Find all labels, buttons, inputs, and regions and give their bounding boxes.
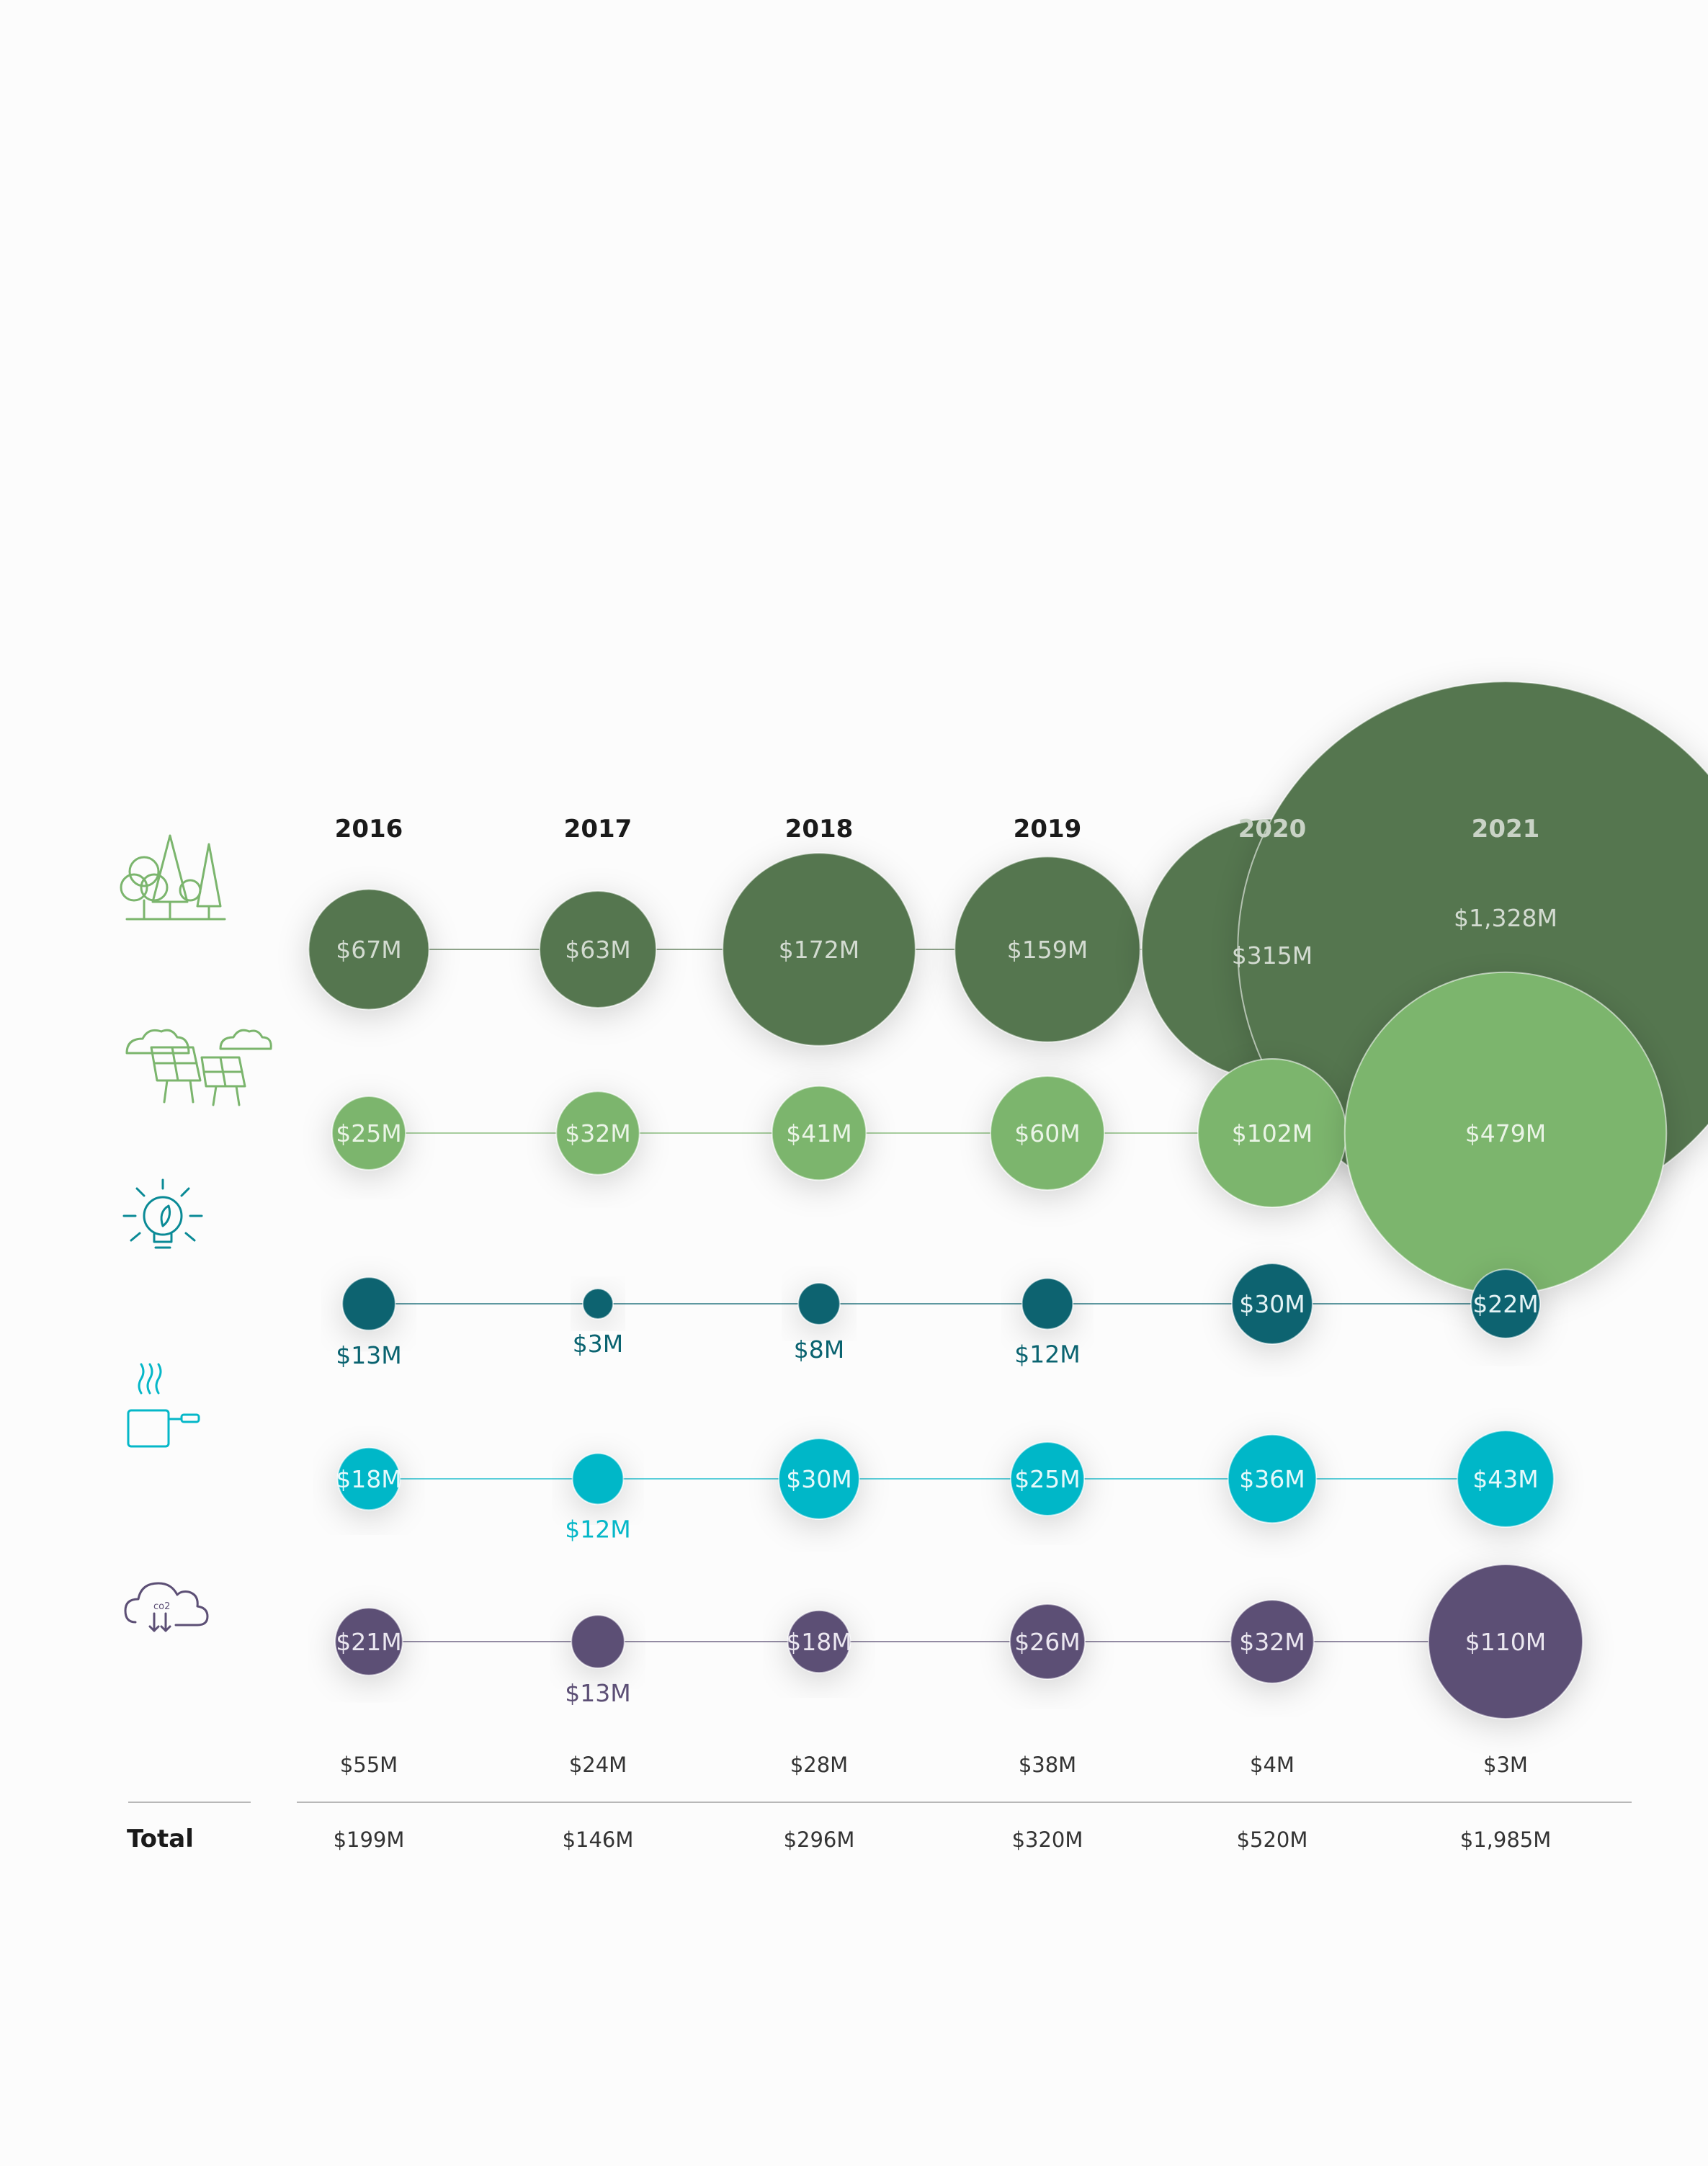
year-label: 2016 [335, 815, 403, 843]
bubble-mark [1021, 1277, 1074, 1330]
bubble-mark [787, 1609, 851, 1674]
bubble-value-label: $67M [336, 936, 401, 964]
totals-label: Total [127, 1825, 194, 1853]
bubble-value-label: $315M [1232, 941, 1313, 970]
bubble-value-label: $8M [794, 1335, 844, 1364]
year-label: 2020 [1238, 815, 1307, 843]
bubble-mark [797, 1282, 841, 1325]
svg-text:co2: co2 [153, 1601, 170, 1612]
total-value-label: $199M [334, 1827, 405, 1852]
bubble-mark [582, 1288, 614, 1320]
solar-panels-icon [125, 1029, 272, 1106]
bubble-mark [1230, 1599, 1315, 1684]
bubble-mark [778, 1438, 860, 1520]
bubble-value-label: $12M [565, 1515, 630, 1543]
bubble-value-label: $63M [565, 936, 630, 964]
bubble-mark [571, 1452, 625, 1505]
total-value-label: $320M [1012, 1827, 1083, 1852]
other-value-label: $24M [569, 1753, 627, 1777]
bubble-value-label: $60M [1014, 1119, 1080, 1147]
bubble-value-label: $13M [336, 1341, 401, 1369]
bubble-mark [1428, 1564, 1583, 1719]
other-value-label: $3M [1483, 1753, 1528, 1777]
bubble-value-label: $18M [336, 1465, 401, 1493]
total-value-label: $146M [563, 1827, 634, 1852]
bubble-mark [1457, 1430, 1555, 1528]
bubble-mark [1231, 1263, 1313, 1345]
bubble-value-label: $479M [1465, 1119, 1546, 1147]
bubble-mark [1009, 1603, 1086, 1681]
total-value-label: $296M [784, 1827, 855, 1852]
bubble-mark [989, 1075, 1106, 1191]
year-label: 2018 [785, 815, 854, 843]
labels-layer: $67M $63M $172M $159M $315M $1,328M $25M $32M $4… [334, 815, 1557, 1852]
bubble-value-label: $13M [565, 1679, 630, 1707]
bubble-value-label: $1,328M [1454, 904, 1557, 932]
bubble-mark [331, 1096, 406, 1171]
lightbulb-leaf-icon [122, 1178, 203, 1249]
bubble-value-label: $41M [786, 1119, 851, 1147]
bubble-mark [1227, 1433, 1318, 1524]
bubble-mark [1470, 1268, 1541, 1339]
bubble-value-label: $25M [336, 1119, 401, 1147]
bubble-mark [334, 1607, 403, 1676]
bubble-mark [308, 888, 430, 1011]
bubbles-layer [308, 681, 1708, 1719]
other-value-label: $55M [340, 1753, 398, 1777]
bubble-value-label: $3M [573, 1330, 623, 1358]
other-value-label: $4M [1250, 1753, 1295, 1777]
year-label: 2017 [564, 815, 632, 843]
bubble-mark [571, 1614, 625, 1669]
bubble-value-label: $30M [1239, 1290, 1305, 1318]
cloud-co2-icon: co2 [124, 1582, 209, 1632]
bubble-value-label: $36M [1239, 1465, 1305, 1493]
bubble-value-label: $110M [1465, 1628, 1546, 1656]
bubble-value-label: $32M [1239, 1628, 1305, 1656]
forest-trees-icon [120, 834, 226, 921]
bubble-mark [954, 856, 1141, 1043]
bubble-value-label: $30M [786, 1465, 851, 1493]
bubble-mark [539, 890, 657, 1008]
bubble-value-label: $172M [779, 936, 859, 964]
bubble-value-label: $25M [1014, 1465, 1080, 1493]
bubble-mark [771, 1085, 867, 1181]
bubble-value-label: $32M [565, 1119, 630, 1147]
bubble-value-label: $12M [1014, 1340, 1080, 1368]
bubble-value-label: $26M [1014, 1628, 1080, 1656]
year-label: 2021 [1472, 815, 1540, 843]
bubble-value-label: $18M [786, 1628, 851, 1656]
other-value-label: $28M [790, 1753, 848, 1777]
cooking-pot-icon [127, 1363, 200, 1448]
year-label: 2019 [1014, 815, 1082, 843]
bubble-mark [555, 1091, 640, 1176]
bubble-mark [722, 852, 916, 1047]
bubble-value-label: $21M [336, 1628, 401, 1656]
bubble-mark [336, 1446, 401, 1511]
bubble-value-label: $102M [1232, 1119, 1313, 1147]
bubble-mark [1010, 1441, 1085, 1516]
bubble-value-label: $22M [1472, 1290, 1538, 1318]
other-value-label: $38M [1019, 1753, 1076, 1777]
total-value-label: $520M [1237, 1827, 1308, 1852]
bubble-value-label: $43M [1472, 1465, 1538, 1493]
total-value-label: $1,985M [1460, 1827, 1552, 1852]
bubble-value-label: $159M [1007, 936, 1088, 964]
bubble-mark [341, 1276, 396, 1331]
